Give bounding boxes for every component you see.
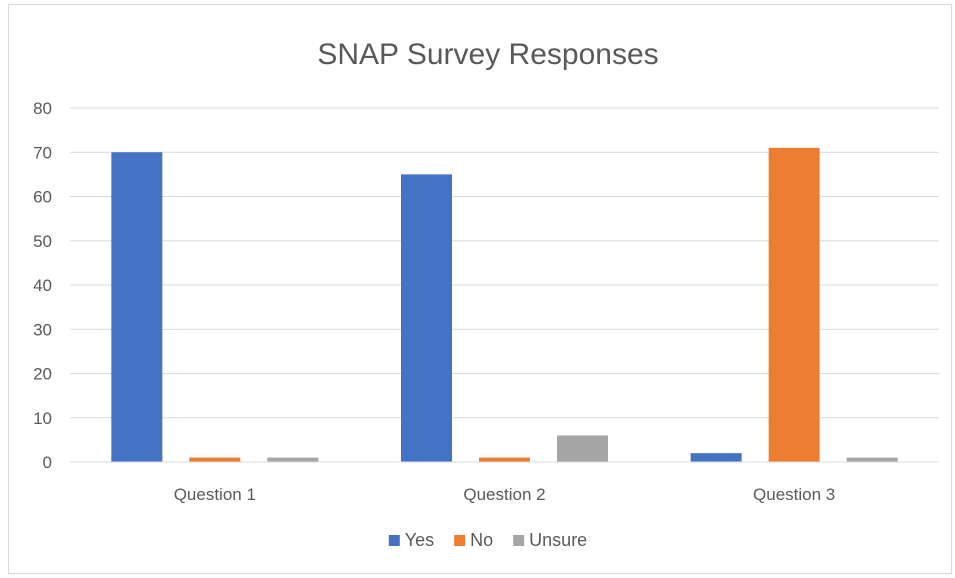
bar-unsure-1 bbox=[267, 457, 319, 462]
x-axis-ticks: Question 1 Question 2 Question 3 bbox=[174, 485, 836, 504]
y-tick-label: 60 bbox=[33, 188, 52, 207]
legend-swatch bbox=[454, 535, 466, 546]
legend-item-yes: Yes bbox=[388, 530, 434, 550]
legend: Yes No Unsure bbox=[388, 530, 587, 550]
y-tick-label: 80 bbox=[33, 99, 52, 118]
y-tick-label: 0 bbox=[43, 453, 52, 472]
x-tick-label: Question 1 bbox=[174, 485, 256, 504]
legend-item-no: No bbox=[454, 530, 493, 550]
bar-yes-1 bbox=[111, 152, 163, 462]
legend-label: Unsure bbox=[529, 530, 587, 550]
bar-no-2 bbox=[479, 457, 530, 462]
y-tick-label: 10 bbox=[33, 409, 52, 428]
chart-title: SNAP Survey Responses bbox=[317, 38, 658, 71]
bar-no-3 bbox=[768, 147, 820, 462]
legend-swatch bbox=[388, 535, 400, 546]
bar-unsure-3 bbox=[846, 457, 898, 462]
bar-yes-2 bbox=[401, 174, 452, 462]
y-tick-label: 20 bbox=[33, 365, 52, 384]
y-tick-label: 40 bbox=[33, 276, 52, 295]
bar-yes-3 bbox=[690, 453, 742, 462]
y-tick-label: 70 bbox=[33, 143, 52, 162]
legend-label: No bbox=[470, 530, 493, 550]
bar-unsure-2 bbox=[557, 435, 608, 462]
x-tick-label: Question 3 bbox=[753, 485, 835, 504]
legend-swatch bbox=[513, 535, 525, 546]
x-tick-label: Question 2 bbox=[463, 485, 545, 504]
y-tick-label: 30 bbox=[33, 320, 52, 339]
legend-label: Yes bbox=[405, 530, 434, 550]
y-axis-ticks: 0 10 20 30 40 50 60 70 80 bbox=[33, 99, 52, 472]
y-tick-label: 50 bbox=[33, 232, 52, 251]
legend-item-unsure: Unsure bbox=[513, 530, 587, 550]
bar-no-1 bbox=[189, 457, 241, 462]
bars bbox=[111, 147, 898, 462]
